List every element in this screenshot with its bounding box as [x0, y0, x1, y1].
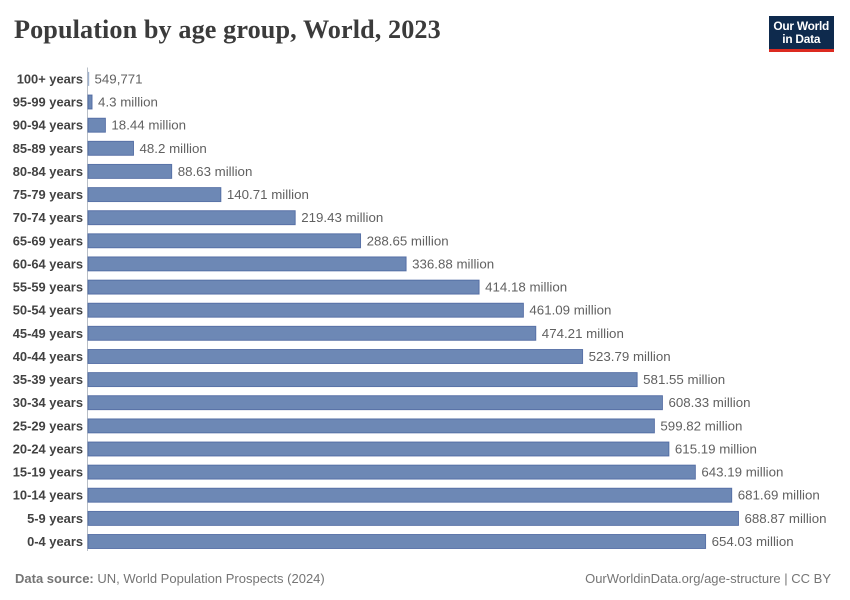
svg-text:30-34 years: 30-34 years	[13, 395, 83, 410]
svg-text:35-39 years: 35-39 years	[13, 372, 83, 387]
svg-text:100+ years: 100+ years	[17, 71, 83, 86]
svg-text:20-24 years: 20-24 years	[13, 442, 83, 457]
svg-text:140.71 million: 140.71 million	[227, 187, 309, 202]
svg-text:549,771: 549,771	[95, 71, 143, 86]
svg-text:599.82 million: 599.82 million	[660, 418, 742, 433]
svg-text:70-74 years: 70-74 years	[13, 210, 83, 225]
svg-text:40-44 years: 40-44 years	[13, 349, 83, 364]
svg-text:15-19 years: 15-19 years	[13, 465, 83, 480]
svg-text:615.19 million: 615.19 million	[675, 442, 757, 457]
svg-text:88.63 million: 88.63 million	[178, 164, 253, 179]
svg-text:90-94 years: 90-94 years	[13, 118, 83, 133]
svg-text:523.79 million: 523.79 million	[589, 349, 671, 364]
svg-text:581.55 million: 581.55 million	[643, 372, 725, 387]
svg-text:5-9 years: 5-9 years	[27, 511, 83, 526]
svg-text:95-99 years: 95-99 years	[13, 95, 83, 110]
svg-text:474.21 million: 474.21 million	[542, 326, 624, 341]
svg-text:643.19 million: 643.19 million	[701, 465, 783, 480]
svg-text:48.2 million: 48.2 million	[140, 141, 207, 156]
svg-text:414.18 million: 414.18 million	[485, 280, 567, 295]
svg-text:55-59 years: 55-59 years	[13, 280, 83, 295]
svg-text:4.3 million: 4.3 million	[98, 95, 158, 110]
svg-text:681.69 million: 681.69 million	[738, 488, 820, 503]
svg-text:688.87 million: 688.87 million	[745, 511, 827, 526]
svg-text:25-29 years: 25-29 years	[13, 418, 83, 433]
svg-text:50-54 years: 50-54 years	[13, 303, 83, 318]
svg-text:80-84 years: 80-84 years	[13, 164, 83, 179]
svg-text:65-69 years: 65-69 years	[13, 233, 83, 248]
svg-text:288.65 million: 288.65 million	[367, 233, 449, 248]
svg-text:336.88 million: 336.88 million	[412, 256, 494, 271]
svg-text:0-4 years: 0-4 years	[27, 534, 83, 549]
svg-text:608.33 million: 608.33 million	[668, 395, 750, 410]
svg-text:461.09 million: 461.09 million	[529, 303, 611, 318]
svg-text:85-89 years: 85-89 years	[13, 141, 83, 156]
svg-text:10-14 years: 10-14 years	[13, 488, 83, 503]
svg-text:75-79 years: 75-79 years	[13, 187, 83, 202]
svg-text:654.03 million: 654.03 million	[712, 534, 794, 549]
svg-text:219.43 million: 219.43 million	[301, 210, 383, 225]
svg-text:45-49 years: 45-49 years	[13, 326, 83, 341]
svg-text:60-64 years: 60-64 years	[13, 256, 83, 271]
svg-text:18.44 million: 18.44 million	[111, 118, 186, 133]
